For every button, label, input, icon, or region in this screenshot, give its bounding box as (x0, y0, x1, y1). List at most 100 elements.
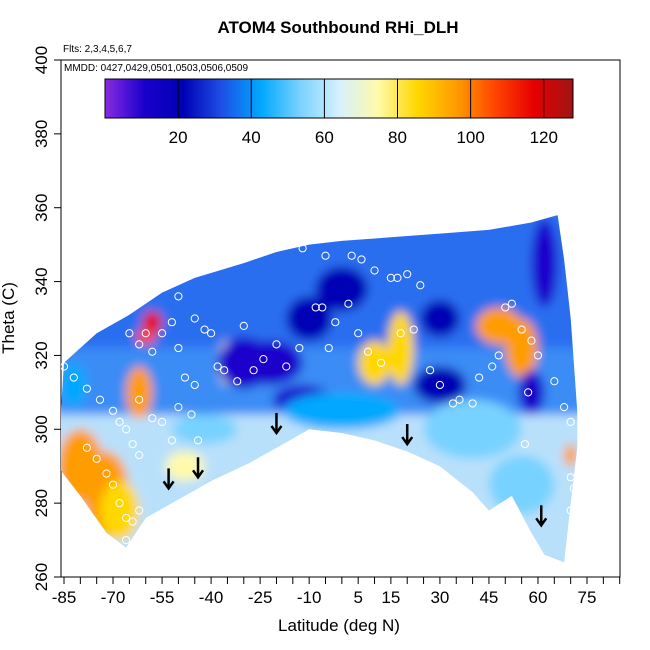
field-blob (315, 266, 368, 312)
tropopause-arrow-head (162, 480, 175, 491)
y-tick-label: 300 (32, 415, 51, 443)
chart-title: ATOM4 Southbound RHi_DLH (217, 18, 458, 37)
observation-marker (122, 425, 131, 434)
colorbar-ticks: 20 40 60 80 100 120 (169, 79, 558, 147)
observation-marker (259, 355, 268, 364)
observation-marker (125, 329, 134, 338)
observation-marker (566, 506, 575, 515)
observation-marker (180, 373, 190, 382)
observation-marker (249, 366, 258, 375)
observation-marker (128, 439, 137, 449)
colorbar-tick-label: 80 (388, 128, 407, 147)
x-tick-label: 30 (430, 588, 449, 607)
observation-marker (448, 399, 458, 408)
colorbar: 20 40 60 80 100 120 (104, 78, 574, 147)
observation-marker (213, 362, 222, 371)
observation-marker (282, 362, 291, 371)
observation-marker (488, 362, 497, 371)
observation-marker (148, 347, 157, 356)
observation-marker (517, 325, 526, 334)
field-blob (420, 300, 460, 337)
observation-marker (527, 336, 536, 345)
observation-marker (128, 517, 137, 526)
x-tick-label: -40 (199, 588, 224, 607)
colorbar-tick-label: 20 (169, 128, 188, 147)
observation-marker (157, 329, 167, 338)
observation-marker (533, 351, 543, 360)
observation-marker (122, 513, 131, 523)
observation-marker (347, 251, 356, 260)
flights-note: Flts: 2,3,4,5,6,7 (63, 44, 132, 55)
observation-marker (102, 469, 111, 478)
observation-marker (190, 314, 199, 323)
observation-marker (298, 244, 307, 253)
y-tick-label: 360 (32, 194, 51, 222)
colorbar-tick-label: 100 (456, 128, 484, 147)
observation-marker (174, 403, 183, 412)
field-blob (488, 455, 555, 515)
observation-marker (321, 251, 330, 260)
y-tick-label: 380 (32, 120, 51, 148)
observation-marker (507, 299, 516, 308)
field-blob (171, 414, 238, 445)
plot-frame (60, 59, 621, 578)
observation-marker (318, 303, 327, 312)
field-blob (286, 296, 333, 341)
x-axis-label: Latitude (deg N) (278, 616, 400, 635)
field-blob (505, 318, 538, 378)
observation-marker (115, 417, 124, 426)
y-axis-label: Theta (C) (0, 282, 18, 354)
observation-marker (435, 380, 445, 390)
observation-marker (331, 318, 340, 327)
observation-marker (363, 347, 373, 356)
observation-marker (174, 343, 183, 353)
observation-marker (376, 358, 386, 367)
observation-marker (475, 373, 484, 382)
observation-marker (157, 417, 167, 426)
observation-marker (357, 255, 366, 264)
observation-marker (403, 270, 412, 279)
observation-marker (468, 399, 477, 408)
observation-marker (239, 321, 248, 330)
observation-marker (82, 384, 91, 393)
x-tick-label: -70 (101, 588, 126, 607)
observation-marker (115, 499, 124, 508)
x-tick-label: 15 (381, 588, 400, 607)
observation-marker (272, 340, 281, 349)
observation-marker (82, 443, 91, 452)
field-blob (531, 218, 558, 308)
y-tick-label: 280 (32, 489, 51, 517)
observation-marker (69, 373, 78, 382)
observation-marker (560, 403, 569, 412)
tropopause-arrow-head (401, 436, 414, 447)
observation-marker (174, 292, 183, 301)
observation-marker (455, 395, 464, 404)
observation-marker (206, 329, 216, 338)
observation-marker (193, 436, 203, 445)
observation-marker (187, 410, 196, 419)
observation-marker (324, 343, 333, 353)
tropopause-arrow-head (535, 517, 548, 528)
observation-marker (295, 343, 304, 353)
y-tick-label: 340 (32, 267, 51, 295)
field-blob (142, 311, 163, 334)
x-tick-label: -55 (150, 588, 175, 607)
field-blob (413, 366, 467, 404)
observation-marker (200, 325, 209, 334)
field-blobs (61, 215, 578, 563)
observation-marker (135, 340, 144, 349)
observation-marker (122, 535, 131, 545)
field-blob (423, 399, 522, 459)
dates-note-bg (62, 61, 262, 74)
x-tick-label: -10 (297, 588, 322, 607)
observation-marker (396, 329, 405, 338)
tropopause-arrows (162, 412, 548, 528)
observation-markers (61, 244, 582, 545)
y-tick-label: 260 (32, 563, 51, 591)
colorbar-gradient (104, 78, 574, 119)
observation-marker (92, 454, 101, 463)
observation-marker (167, 436, 176, 445)
observation-marker (148, 414, 157, 423)
observation-marker (108, 406, 118, 415)
